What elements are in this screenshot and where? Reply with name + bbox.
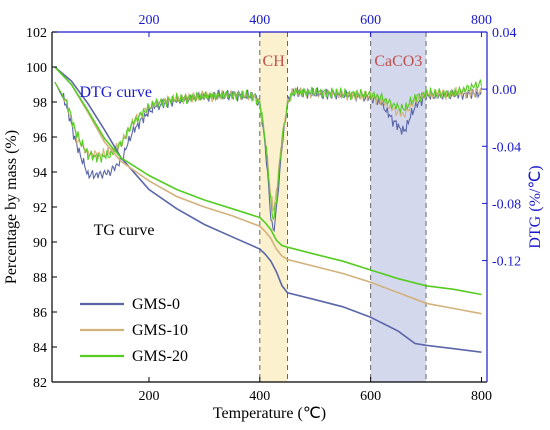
- tg-line-gms-0: [54, 66, 482, 353]
- annotations: DTG curve TG curve: [80, 84, 155, 239]
- tg-line-gms-10: [54, 66, 482, 315]
- x-axis-title: Temperature (℃): [213, 405, 326, 422]
- y2-tick-label: -0.12: [492, 255, 521, 270]
- series-layer: [54, 66, 483, 353]
- plot-frame: [51, 31, 488, 383]
- dtg-line-gms-0: [54, 81, 483, 233]
- region-labels: CH CaCO3: [263, 53, 423, 70]
- y-tick-label: 90: [33, 236, 47, 251]
- legend-label-gms-20: GMS-20: [132, 348, 188, 365]
- x-tick-label-bottom: 800: [471, 389, 492, 404]
- axes: 200 200 400 400 600 600 800 800 82 84 86 88 90 92 94 96…: [26, 13, 521, 404]
- y2-tick-label: -0.08: [492, 197, 521, 212]
- y-tick-label: 86: [33, 306, 47, 321]
- region-label-1: CaCO3: [374, 53, 422, 70]
- legend: GMS-0 GMS-10 GMS-20: [80, 296, 188, 365]
- y-tick-label: 100: [26, 61, 47, 76]
- y2-tick-label: -0.04: [492, 140, 521, 155]
- legend-label-gms-0: GMS-0: [132, 296, 180, 313]
- y-tick-label: 84: [33, 341, 47, 356]
- x-tick-label-bottom: 200: [138, 389, 159, 404]
- y-tick-label: 96: [33, 131, 47, 146]
- region-band-0: [259, 32, 288, 382]
- dtg-line-gms-20: [54, 79, 483, 221]
- x-tick-label-top: 400: [249, 13, 270, 28]
- region-band-1: [370, 32, 427, 382]
- y-tick-label: 92: [33, 201, 47, 216]
- y-tick-label: 82: [33, 376, 47, 391]
- y-tick-label: 88: [33, 271, 47, 286]
- y2-axis-title: DTG (%/℃): [527, 165, 544, 248]
- y2-tick-label: 0.00: [492, 83, 517, 98]
- highlight-regions: [259, 32, 427, 382]
- x-tick-label-top: 800: [471, 13, 492, 28]
- x-tick-label-bottom: 400: [249, 389, 270, 404]
- x-tick-label-top: 200: [138, 13, 159, 28]
- region-label-0: CH: [263, 53, 286, 70]
- y-tick-label: 94: [33, 166, 47, 181]
- y-tick-label: 102: [26, 26, 47, 41]
- annotation-0: DTG curve: [80, 84, 152, 101]
- tg-line-gms-20: [54, 66, 482, 296]
- y2-tick-label: 0.04: [492, 26, 517, 41]
- y-tick-label: 98: [33, 96, 47, 111]
- x-tick-label-top: 600: [360, 13, 381, 28]
- x-tick-label-bottom: 600: [360, 389, 381, 404]
- y-axis-title: Percentage by mass (%): [3, 130, 20, 284]
- annotation-1: TG curve: [94, 222, 155, 239]
- legend-label-gms-10: GMS-10: [132, 322, 188, 339]
